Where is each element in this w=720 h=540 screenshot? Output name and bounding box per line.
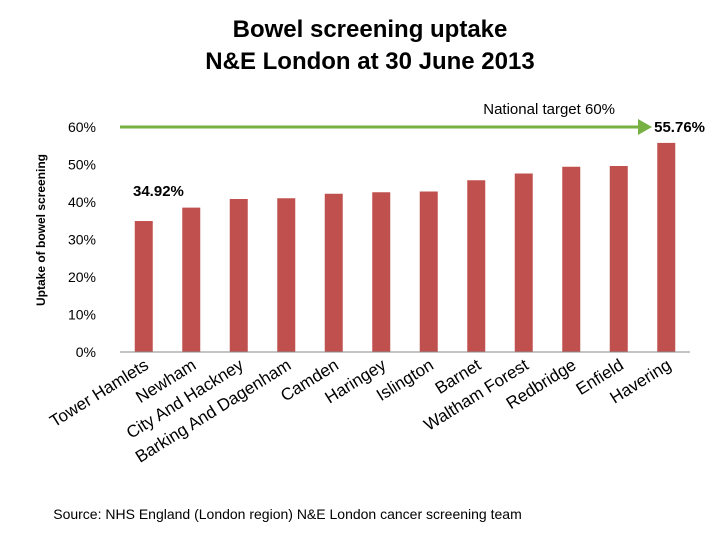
y-tick-label: 10% [68, 307, 96, 323]
bar [514, 173, 533, 352]
bar [134, 221, 153, 352]
title-line-1: Bowel screening uptake [232, 16, 508, 43]
y-tick-label: 20% [68, 269, 96, 285]
target-arrowhead [638, 119, 652, 135]
bar [324, 193, 343, 352]
bar [467, 180, 486, 352]
bar [182, 207, 201, 352]
bar [562, 166, 581, 352]
data-label-last: 55.76% [654, 119, 705, 136]
y-tick-label: 0% [76, 344, 96, 360]
bar [229, 199, 248, 352]
bar [277, 198, 296, 352]
bar [657, 142, 676, 352]
source-note: Source: NHS England (London region) N&E … [53, 506, 522, 522]
title-line-2: N&E London at 30 June 2013 [205, 48, 535, 75]
bar [372, 192, 391, 352]
bar [419, 191, 438, 352]
data-label-first: 34.92% [133, 183, 184, 200]
target-label: National target 60% [483, 101, 615, 118]
y-tick-label: 30% [68, 232, 96, 248]
chart-title: Bowel screening uptake N&E London at 30 … [0, 14, 720, 78]
y-tick-label: 60% [68, 119, 96, 135]
bar [609, 166, 628, 352]
y-tick-label: 40% [68, 194, 96, 210]
y-tick-label: 50% [68, 157, 96, 173]
